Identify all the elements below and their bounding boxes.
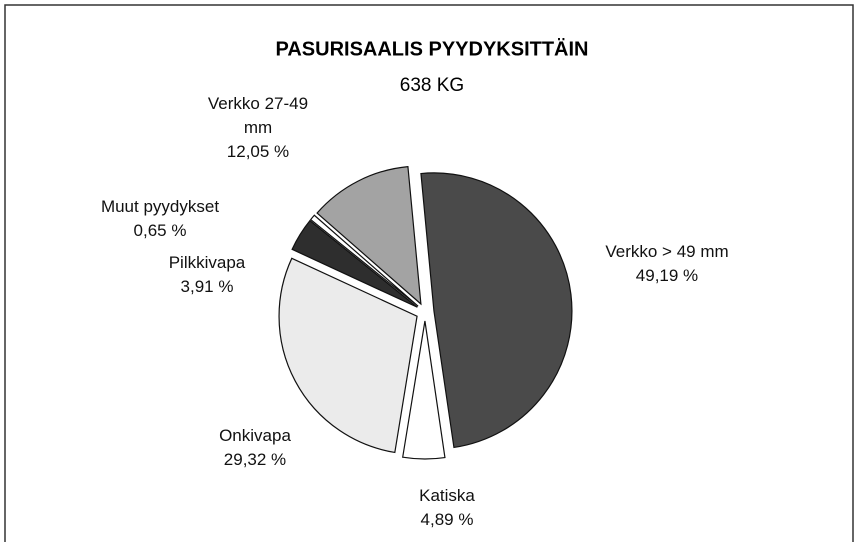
slice-label: Katiska 4,89 % (387, 484, 507, 532)
slice-value: 12,05 % (226, 142, 290, 161)
slice-value: 29,32 % (223, 450, 287, 469)
chart-title: PASURISAALIS PYYDYKSITTÄIN (276, 37, 589, 60)
slice-label: Verkko > 49 mm 49,19 % (567, 240, 767, 288)
pie-slice (309, 214, 419, 307)
slice-name: Katiska (419, 486, 475, 505)
slice-value: 49,19 % (635, 266, 699, 285)
pie-slice (291, 219, 418, 308)
slice-value: 0,65 % (133, 221, 187, 240)
slice-name: Pilkkivapa (168, 253, 246, 272)
slice-name: Muut pyydykset (100, 197, 220, 216)
slice-label: Onkivapa 29,32 % (195, 424, 315, 472)
slice-name: Verkko > 49 mm (605, 242, 729, 261)
slice-name: Verkko 27-49 mm (207, 94, 309, 137)
pie-slice (278, 257, 418, 454)
pie-slice (316, 165, 422, 306)
chart-subtitle: 638 KG (400, 75, 464, 96)
pie-slice (402, 320, 446, 460)
slice-label: Muut pyydykset 0,65 % (75, 195, 245, 243)
slice-name: Onkivapa (219, 426, 291, 445)
slice-value: 4,89 % (420, 510, 474, 529)
pie-slice (420, 172, 573, 449)
slice-value: 3,91 % (180, 277, 234, 296)
slice-label: Pilkkivapa 3,91 % (147, 251, 267, 299)
slice-label: Verkko 27-49 mm 12,05 % (198, 92, 318, 164)
